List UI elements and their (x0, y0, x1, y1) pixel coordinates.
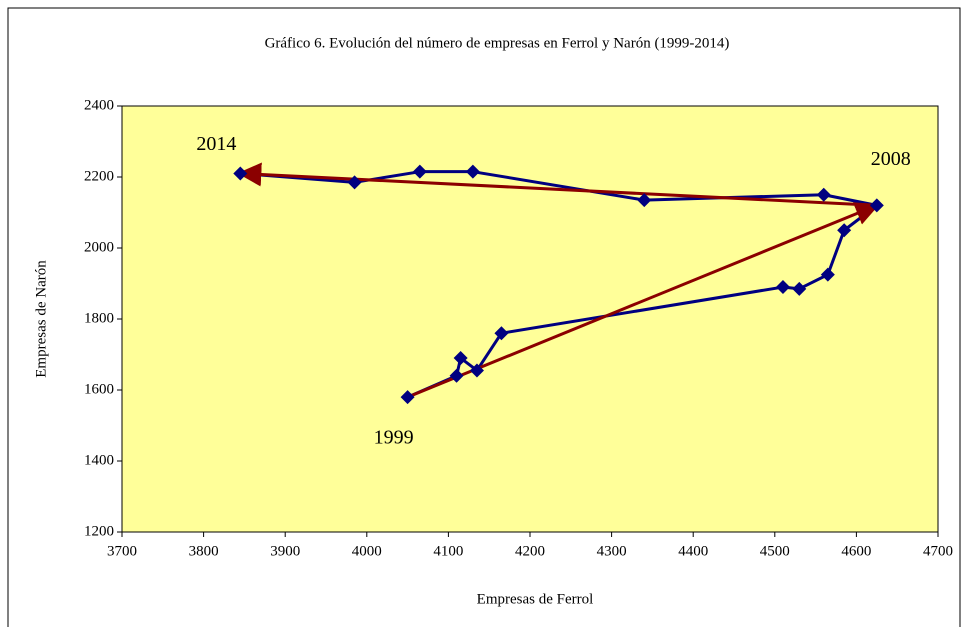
y-tick-label: 2000 (84, 239, 114, 255)
marker (820, 267, 835, 282)
y-tick-label: 1800 (84, 310, 114, 326)
x-tick-label: 3900 (270, 543, 300, 559)
y-tick-label: 1600 (84, 381, 114, 397)
marker (494, 326, 509, 341)
marker (233, 166, 248, 181)
y-axis-label: Empresas de Narón (33, 260, 49, 378)
marker (449, 368, 464, 383)
marker (775, 280, 790, 295)
x-tick-label: 4300 (597, 543, 627, 559)
x-tick-label: 4700 (923, 543, 953, 559)
series-line (240, 170, 879, 399)
marker (792, 281, 807, 296)
y-tick-label: 2200 (84, 168, 114, 184)
marker (637, 193, 652, 208)
marker (453, 351, 468, 366)
x-tick-label: 3700 (107, 543, 137, 559)
marker (347, 175, 362, 190)
x-tick-label: 4100 (433, 543, 463, 559)
marker (816, 187, 831, 202)
marker (869, 198, 884, 213)
x-axis-label: Empresas de Ferrol (477, 591, 594, 607)
trend-arrow (407, 202, 880, 399)
x-tick-label: 4000 (352, 543, 382, 559)
y-tick-label: 2400 (84, 97, 114, 113)
y-tick-label: 1200 (84, 523, 114, 539)
marker (465, 164, 480, 179)
x-tick-label: 4500 (760, 543, 790, 559)
marker (400, 390, 415, 405)
x-tick-label: 4600 (841, 543, 871, 559)
marker (412, 164, 427, 179)
x-tick-label: 4200 (515, 543, 545, 559)
x-tick-label: 3800 (189, 543, 219, 559)
annotation: 1999 (374, 427, 414, 449)
annotation: 2014 (196, 133, 236, 155)
marker (837, 223, 852, 238)
chart-title: Gráfico 6. Evolución del número de empre… (265, 35, 730, 51)
y-tick-label: 1400 (84, 452, 114, 468)
marker (469, 363, 484, 378)
trend-arrow (237, 162, 877, 207)
annotation: 2008 (871, 148, 911, 170)
x-tick-label: 4400 (678, 543, 708, 559)
plot-area (121, 105, 939, 533)
